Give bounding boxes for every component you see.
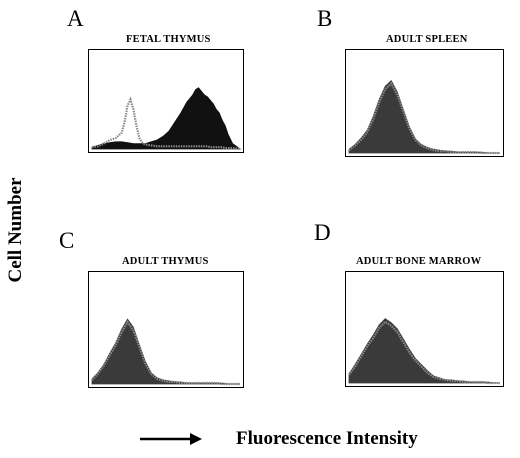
panel-b-plot-svg <box>348 79 500 155</box>
panel-a-histogram <box>88 49 244 153</box>
outline-histogram-series <box>348 81 500 155</box>
panel-d-title: ADULT BONE MARROW <box>356 256 482 267</box>
filled-histogram-series <box>348 318 500 384</box>
panel-b-letter: B <box>317 6 333 31</box>
filled-histogram-series <box>91 318 240 385</box>
outline-histogram-series <box>91 96 241 151</box>
filled-histogram-series <box>348 79 500 154</box>
panel-b-histogram <box>345 49 504 157</box>
x-axis-label: Fluorescence Intensity <box>236 428 418 449</box>
panel-c-title: ADULT THYMUS <box>122 256 209 267</box>
panel-c-letter: C <box>59 228 75 253</box>
panel-a-title: FETAL THYMUS <box>126 34 211 45</box>
right-arrow-icon <box>140 433 202 445</box>
outline-histogram-series <box>348 320 500 385</box>
panel-d-histogram <box>345 271 504 387</box>
panel-c-plot-svg <box>91 318 240 386</box>
y-axis-label: Cell Number <box>5 177 26 283</box>
panel-d-plot-svg <box>348 318 500 385</box>
panel-a-plot-svg <box>91 87 242 151</box>
filled-histogram-series <box>91 87 242 150</box>
panel-d-letter: D <box>314 220 331 245</box>
panel-a-letter: A <box>67 6 84 31</box>
panel-c-histogram <box>88 271 244 388</box>
panel-b-title: ADULT SPLEEN <box>386 34 468 45</box>
